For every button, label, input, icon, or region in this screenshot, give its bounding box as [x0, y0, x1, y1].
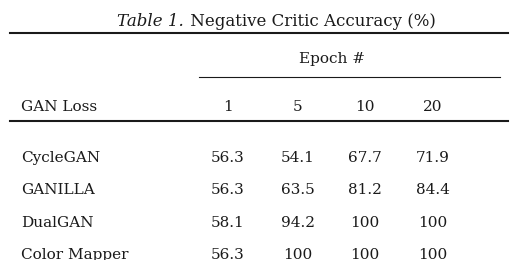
Text: 100: 100: [283, 248, 312, 260]
Text: 81.2: 81.2: [348, 183, 382, 197]
Text: Color Mapper: Color Mapper: [21, 248, 128, 260]
Text: 1: 1: [223, 100, 233, 114]
Text: DualGAN: DualGAN: [21, 216, 93, 230]
Text: 56.3: 56.3: [211, 151, 245, 165]
Text: 100: 100: [351, 216, 380, 230]
Text: CycleGAN: CycleGAN: [21, 151, 100, 165]
Text: 100: 100: [418, 248, 447, 260]
Text: 54.1: 54.1: [281, 151, 315, 165]
Text: 94.2: 94.2: [281, 216, 315, 230]
Text: 58.1: 58.1: [211, 216, 245, 230]
Text: 56.3: 56.3: [211, 248, 245, 260]
Text: 10: 10: [355, 100, 375, 114]
Text: 20: 20: [423, 100, 442, 114]
Text: 5: 5: [293, 100, 303, 114]
Text: Table 1.: Table 1.: [117, 13, 184, 30]
Text: 84.4: 84.4: [415, 183, 450, 197]
Text: 100: 100: [418, 216, 447, 230]
Text: 67.7: 67.7: [348, 151, 382, 165]
Text: Epoch #: Epoch #: [298, 52, 365, 66]
Text: GAN Loss: GAN Loss: [21, 100, 97, 114]
Text: 100: 100: [351, 248, 380, 260]
Text: 63.5: 63.5: [281, 183, 315, 197]
Text: 71.9: 71.9: [415, 151, 450, 165]
Text: 56.3: 56.3: [211, 183, 245, 197]
Text: Negative Critic Accuracy (%): Negative Critic Accuracy (%): [185, 13, 436, 30]
Text: GANILLA: GANILLA: [21, 183, 94, 197]
